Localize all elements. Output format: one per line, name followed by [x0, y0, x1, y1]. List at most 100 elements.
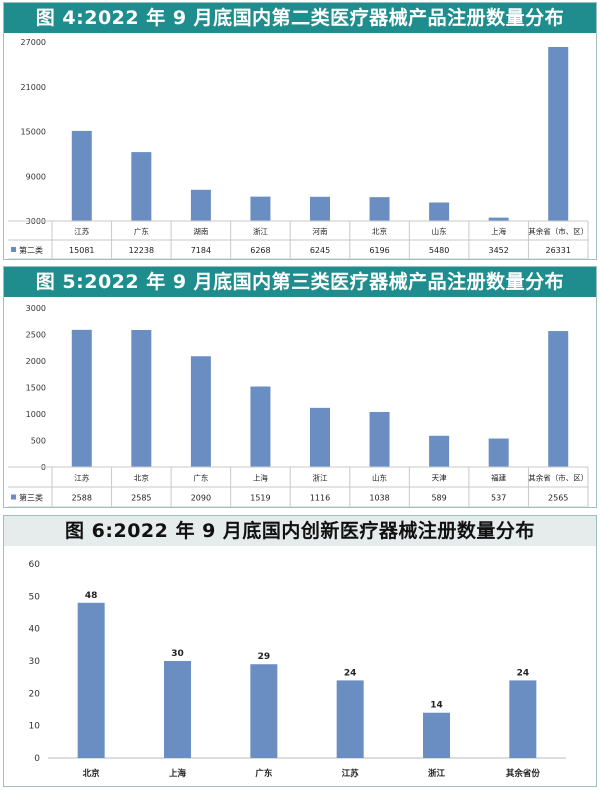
- data-label: 48: [85, 591, 98, 601]
- bar: [310, 196, 330, 221]
- data-label: 26331: [545, 246, 570, 255]
- category-label: 江苏: [74, 226, 89, 236]
- category-label: 湖南: [193, 226, 208, 236]
- category-label: 江苏: [74, 473, 89, 483]
- y-tick-label: 40: [29, 625, 41, 635]
- category-label: 广东: [255, 768, 273, 779]
- data-label: 1116: [310, 494, 330, 503]
- bar: [429, 202, 450, 221]
- data-label: 7184: [191, 246, 211, 255]
- category-label: 广东: [193, 473, 208, 483]
- data-label: 6268: [250, 246, 270, 255]
- y-tick-label: 2000: [26, 357, 46, 366]
- data-label: 1519: [250, 494, 270, 503]
- bar: [250, 196, 271, 221]
- category-label: 浙江: [253, 226, 268, 236]
- category-label: 浙江: [428, 768, 446, 779]
- y-tick-label: 30: [29, 657, 41, 667]
- legend-label: 第二类: [19, 245, 43, 255]
- bar: [77, 602, 105, 758]
- category-label: 天津: [432, 474, 447, 483]
- y-tick-label: 3000: [26, 304, 46, 313]
- bar: [429, 435, 450, 467]
- legend-swatch: [11, 247, 16, 252]
- category-label: 福建: [491, 473, 506, 483]
- data-label: 14: [430, 701, 443, 711]
- category-label: 浙江: [313, 473, 328, 483]
- bar: [336, 680, 364, 758]
- chart-panel-1: 图 4:2022 年 9 月底国内第二类医疗器械产品注册数量分布 27000 21…: [3, 2, 597, 260]
- chart-1: 27000210001500090003000江苏15081广东12238湖南7…: [8, 38, 589, 259]
- category-label: 上海: [491, 226, 506, 236]
- category-label: 山东: [432, 226, 447, 236]
- data-label: 29: [258, 652, 271, 662]
- y-tick-label: 0: [34, 754, 40, 764]
- category-label: 其余省份: [506, 768, 541, 779]
- chart-title: 图 6:2022 年 9 月底国内创新医疗器械注册数量分布: [4, 516, 596, 546]
- data-label: 5480: [429, 246, 449, 255]
- bar: [190, 356, 211, 467]
- bar: [509, 680, 537, 758]
- data-label: 2565: [548, 494, 568, 503]
- data-label: 12238: [129, 246, 154, 255]
- category-label: 上海: [253, 473, 268, 483]
- legend-swatch: [11, 494, 16, 500]
- bar: [548, 46, 569, 221]
- bar: [131, 329, 152, 467]
- y-tick-label: 15000: [21, 128, 46, 137]
- bar: [488, 217, 509, 221]
- bar: [488, 438, 509, 467]
- data-label: 24: [517, 668, 530, 678]
- data-label: 3452: [488, 246, 508, 255]
- bar: [548, 331, 569, 467]
- category-label: 其余省（市、区）: [528, 473, 588, 483]
- bar: [250, 664, 278, 758]
- y-tick-label: 27000: [21, 38, 46, 47]
- data-label: 15081: [69, 246, 94, 255]
- bar: [423, 712, 450, 758]
- data-label: 589: [431, 494, 446, 503]
- bar: [369, 197, 390, 221]
- y-tick-label: 1500: [26, 384, 46, 393]
- chart-3: 60 50 40 30 20 10 0 48 北京 30 上海 29 广东 24 江苏 14 浙江 24 其余省份: [29, 560, 566, 779]
- category-label: 河南: [313, 226, 328, 236]
- bar: [190, 189, 211, 221]
- category-label: 广东: [134, 226, 149, 236]
- y-tick-label: 60: [29, 560, 41, 570]
- category-label: 北京: [372, 226, 387, 236]
- chart-title: 图 4:2022 年 9 月底国内第二类医疗器械产品注册数量分布: [4, 3, 596, 33]
- bar: [369, 411, 390, 467]
- bar: [250, 386, 271, 467]
- category-label: 其余省（市、区）: [528, 226, 588, 236]
- data-label: 2588: [72, 494, 92, 503]
- y-tick-label: 2500: [26, 331, 46, 340]
- data-label: 537: [491, 494, 506, 503]
- chart-panel-2: 图 5:2022 年 9 月底国内第三类医疗器械产品注册数量分布 3000 250…: [3, 266, 597, 508]
- bar: [71, 329, 92, 467]
- category-label: 山东: [372, 473, 387, 483]
- y-tick-label: 50: [29, 592, 41, 602]
- category-label: 北京: [83, 768, 101, 779]
- data-label: 1038: [369, 494, 389, 503]
- y-tick-label: 20: [29, 689, 41, 699]
- data-label: 2090: [191, 494, 211, 503]
- bar: [164, 661, 191, 758]
- category-label: 北京: [134, 473, 149, 483]
- category-label: 江苏: [342, 768, 360, 779]
- bar: [310, 407, 330, 467]
- y-tick-label: 1000: [26, 410, 46, 419]
- data-label: 2585: [131, 494, 151, 503]
- y-tick-label: 500: [31, 437, 46, 446]
- chart-2: 300025002000150010005000江苏2588北京2585广东20…: [8, 304, 589, 507]
- y-tick-label: 21000: [21, 83, 46, 92]
- bar: [71, 130, 92, 221]
- data-label: 6196: [369, 246, 389, 255]
- bar: [131, 152, 152, 221]
- data-label: 30: [171, 649, 184, 659]
- y-tick-label: 9000: [26, 172, 46, 181]
- chart-title: 图 5:2022 年 9 月底国内第三类医疗器械产品注册数量分布: [4, 267, 596, 297]
- y-tick-label: 10: [29, 722, 41, 732]
- category-label: 上海: [169, 768, 187, 779]
- legend-label: 第三类: [19, 493, 43, 503]
- data-label: 24: [344, 668, 357, 678]
